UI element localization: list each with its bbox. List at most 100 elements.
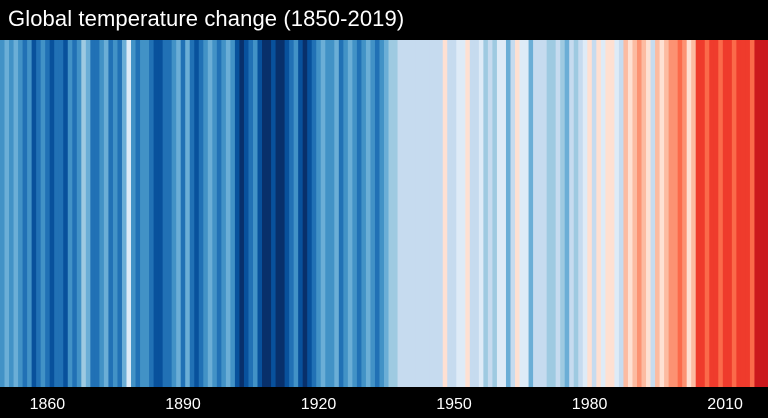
stripe-1892 — [189, 40, 195, 387]
stripe-1922 — [325, 40, 331, 387]
stripe-1990 — [632, 40, 638, 387]
stripe-1939 — [402, 40, 408, 387]
stripe-1974 — [560, 40, 566, 387]
stripe-1893 — [194, 40, 200, 387]
chart-title: Global temperature change (1850-2019) — [8, 6, 405, 31]
stripe-1958 — [487, 40, 494, 387]
stripe-1934 — [379, 40, 385, 387]
stripe-1891 — [185, 40, 191, 387]
stripe-1943 — [420, 40, 426, 387]
stripe-1976 — [569, 40, 575, 387]
stripe-1946 — [433, 40, 439, 387]
stripe-1910 — [271, 40, 277, 387]
stripe-1872 — [99, 40, 105, 387]
stripe-1978 — [578, 40, 584, 387]
stripe-1888 — [171, 40, 177, 387]
stripe-1854 — [18, 40, 24, 387]
stripe-1964 — [515, 40, 521, 387]
stripe-1898 — [216, 40, 222, 387]
stripe-1874 — [108, 40, 114, 387]
stripe-1912 — [280, 40, 286, 387]
stripe-1996 — [659, 40, 665, 387]
stripes-plot — [0, 40, 768, 387]
stripe-1873 — [103, 40, 110, 387]
stripe-1952 — [460, 40, 466, 387]
stripe-1927 — [347, 40, 353, 387]
stripe-1942 — [415, 40, 421, 387]
stripe-1916 — [298, 40, 304, 387]
stripe-1875 — [112, 40, 119, 387]
stripe-1924 — [334, 40, 340, 387]
stripe-1947 — [438, 40, 444, 387]
stripe-1965 — [519, 40, 525, 387]
stripe-1935 — [384, 40, 390, 387]
stripe-1903 — [239, 40, 245, 387]
stripe-1926 — [343, 40, 349, 387]
stripe-2002 — [686, 40, 692, 387]
stripe-1921 — [320, 40, 326, 387]
stripe-1953 — [465, 40, 471, 387]
stripe-1887 — [167, 40, 173, 387]
stripe-1923 — [329, 40, 335, 387]
x-tick-label: 1860 — [29, 396, 66, 413]
stripe-1993 — [646, 40, 652, 387]
stripe-2011 — [727, 40, 733, 387]
stripe-1987 — [618, 40, 625, 387]
stripe-1944 — [424, 40, 430, 387]
stripe-1998 — [668, 40, 674, 387]
stripe-1925 — [338, 40, 344, 387]
stripe-1983 — [600, 40, 606, 387]
stripe-1992 — [641, 40, 647, 387]
stripe-2007 — [709, 40, 715, 387]
stripe-1932 — [370, 40, 376, 387]
stripe-1972 — [551, 40, 557, 387]
stripe-1979 — [582, 40, 588, 387]
stripe-2013 — [736, 40, 742, 387]
stripe-1961 — [501, 40, 507, 387]
stripe-1884 — [153, 40, 159, 387]
stripe-1975 — [564, 40, 570, 387]
stripe-1940 — [406, 40, 412, 387]
stripe-1956 — [478, 40, 484, 387]
stripe-2008 — [713, 40, 719, 387]
stripe-1967 — [528, 40, 534, 387]
stripe-1882 — [144, 40, 150, 387]
stripe-1867 — [76, 40, 82, 387]
stripe-1866 — [72, 40, 78, 387]
stripe-1995 — [655, 40, 661, 387]
stripe-1962 — [505, 40, 512, 387]
stripe-1963 — [510, 40, 516, 387]
stripe-1865 — [67, 40, 73, 387]
stripe-1853 — [13, 40, 19, 387]
stripe-1936 — [388, 40, 394, 387]
stripe-2001 — [682, 40, 688, 387]
x-tick-label: 1920 — [300, 396, 337, 413]
stripe-1850 — [0, 40, 6, 387]
stripe-1889 — [176, 40, 182, 387]
stripe-1973 — [555, 40, 561, 387]
stripe-1970 — [542, 40, 548, 387]
stripe-1930 — [361, 40, 367, 387]
stripe-1851 — [4, 40, 10, 387]
stripe-1955 — [474, 40, 480, 387]
stripe-1997 — [664, 40, 670, 387]
stripe-1985 — [609, 40, 615, 387]
x-axis: 1860 1890 1920 1950 1980 2010 — [0, 390, 768, 418]
stripe-1937 — [393, 40, 399, 387]
stripe-1856 — [27, 40, 33, 387]
stripe-1913 — [284, 40, 290, 387]
stripe-2003 — [691, 40, 697, 387]
stripe-1954 — [469, 40, 475, 387]
stripe-1907 — [257, 40, 263, 387]
stripe-1991 — [636, 40, 643, 387]
x-tick-label: 1950 — [436, 396, 472, 413]
stripe-1862 — [54, 40, 60, 387]
stripe-1982 — [596, 40, 602, 387]
stripe-1981 — [591, 40, 597, 387]
stripe-1901 — [230, 40, 236, 387]
stripe-1989 — [627, 40, 634, 387]
stripe-1878 — [126, 40, 132, 387]
stripe-1897 — [212, 40, 218, 387]
stripe-1886 — [162, 40, 168, 387]
stripe-1876 — [117, 40, 123, 387]
